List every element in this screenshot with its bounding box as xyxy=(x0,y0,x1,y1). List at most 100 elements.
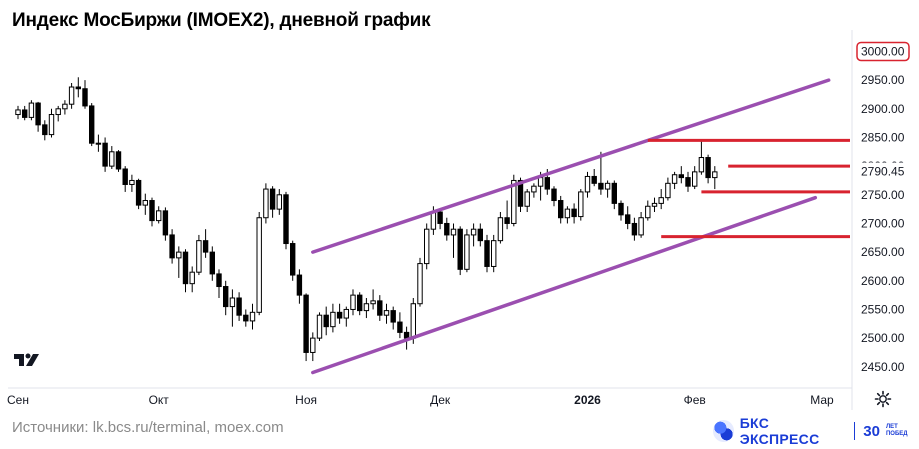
candle xyxy=(383,303,390,324)
candle xyxy=(62,100,68,115)
candle-body-up xyxy=(196,240,202,273)
trend-channel-line[interactable] xyxy=(311,78,831,254)
candle xyxy=(390,306,396,330)
candle-body-down xyxy=(283,194,289,245)
y-tick-label: 2900.00 xyxy=(861,102,905,116)
candle xyxy=(176,246,182,278)
tradingview-logo-icon[interactable] xyxy=(12,350,40,370)
candle xyxy=(350,289,356,316)
candle-body-up xyxy=(410,303,417,339)
candle-body-down xyxy=(705,157,711,179)
x-tick-label: Окт xyxy=(149,393,170,407)
candle-body-up xyxy=(142,200,149,206)
candle-body-up xyxy=(256,217,262,313)
candle xyxy=(216,269,222,298)
candle-body-down xyxy=(611,182,617,204)
candle xyxy=(196,234,202,276)
candle-body-up xyxy=(584,175,591,193)
settings-gear-icon[interactable] xyxy=(874,390,892,408)
candle-body-down xyxy=(484,240,490,267)
candle-body-up xyxy=(249,311,256,322)
candle xyxy=(671,171,678,190)
y-tick-label: 2700.00 xyxy=(861,216,905,230)
candle-body-down xyxy=(517,179,524,207)
candle-body-up xyxy=(15,109,21,116)
candle xyxy=(584,171,591,198)
candle-body-down xyxy=(544,177,550,190)
candle xyxy=(68,82,75,109)
candle xyxy=(531,183,537,198)
candle xyxy=(470,223,477,247)
candle xyxy=(551,186,557,207)
brand-name: БКС ЭКСПРЕСС xyxy=(739,415,820,447)
candle-body-up xyxy=(62,103,68,110)
price-axis[interactable]: 2450.00 2500.00 2550.00 2600.00 2650.00 2700.… xyxy=(856,41,912,374)
candle xyxy=(464,229,470,273)
candle-body-down xyxy=(444,222,450,236)
candle-body-down xyxy=(504,217,510,224)
candle-body-down xyxy=(149,200,155,222)
candle-body-up xyxy=(698,157,705,173)
candle-body-down xyxy=(223,286,229,308)
candle-body-down xyxy=(457,228,463,270)
candle xyxy=(484,234,490,273)
candle xyxy=(156,206,162,224)
candle-body-down xyxy=(209,251,216,275)
candle xyxy=(209,246,216,281)
candle-body-down xyxy=(336,311,343,319)
grid-layer xyxy=(8,30,853,410)
candle xyxy=(397,312,403,339)
candle-body-up xyxy=(578,191,584,218)
candle-body-down xyxy=(243,314,249,322)
candle xyxy=(604,180,611,198)
y-tick-label: 2550.00 xyxy=(861,302,905,316)
candle-body-up xyxy=(497,217,504,242)
candle xyxy=(316,312,323,341)
candle xyxy=(249,303,256,330)
candle-body-up xyxy=(316,314,323,339)
candle-body-up xyxy=(330,311,336,328)
candle xyxy=(303,293,309,362)
candle xyxy=(712,166,718,190)
candle xyxy=(243,309,249,327)
candle-body-up xyxy=(564,208,571,219)
candle xyxy=(370,289,376,310)
candle-body-up xyxy=(604,182,611,190)
x-tick-label: Дек xyxy=(430,393,451,407)
candle-body-up xyxy=(129,179,135,185)
candle-body-down xyxy=(397,321,403,333)
candle-body-down xyxy=(296,274,303,296)
time-axis[interactable]: Сен Окт Ноя Дек 2026 Фев Мар xyxy=(7,393,834,407)
candle-body-down xyxy=(35,102,41,126)
candle xyxy=(263,183,269,224)
candle xyxy=(323,306,329,336)
candle xyxy=(229,289,236,327)
candle xyxy=(457,226,463,276)
y-tick-label: 2600.00 xyxy=(861,274,905,288)
top-price-label-box[interactable] xyxy=(856,41,910,62)
candle-body-down xyxy=(22,109,28,118)
candle xyxy=(276,189,283,215)
candle xyxy=(658,189,664,210)
candle-body-down xyxy=(75,86,81,90)
candle-body-up xyxy=(95,142,102,145)
candle-body-up xyxy=(712,171,718,179)
candle xyxy=(28,100,35,121)
last-price-label-bg xyxy=(856,162,912,181)
candle xyxy=(444,217,450,241)
sources-caption: Источники: lk.bcs.ru/terminal, moex.com xyxy=(12,419,284,436)
candle-body-up xyxy=(343,308,350,319)
candle xyxy=(142,193,149,215)
x-tick-label: Мар xyxy=(810,393,834,407)
candle-body-up xyxy=(531,185,537,193)
candle xyxy=(417,257,423,307)
candle-body-up xyxy=(450,228,457,236)
candle xyxy=(611,180,617,210)
candle xyxy=(504,200,510,230)
candle-body-up xyxy=(276,194,283,210)
candle-body-up xyxy=(692,171,698,187)
trend-channel-line[interactable] xyxy=(311,195,818,375)
candle-body-down xyxy=(571,208,577,218)
candle-body-up xyxy=(511,179,517,224)
